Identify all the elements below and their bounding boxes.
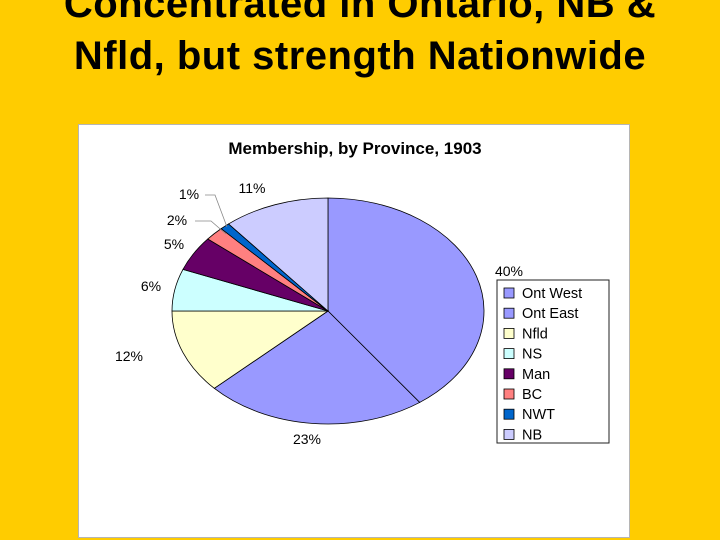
legend-label-nfld: Nfld bbox=[522, 326, 548, 342]
legend-label-nb: NB bbox=[522, 427, 542, 443]
legend: Ont West Ont East Nfld NS Man BC NWT NB bbox=[496, 279, 610, 444]
chart-title: Membership, by Province, 1903 bbox=[228, 139, 481, 158]
legend-swatch-ont-east bbox=[503, 307, 515, 319]
legend-swatch-nb bbox=[503, 428, 515, 440]
chart-frame: Membership, by Province, 1903 40% 23% 12% 6… bbox=[78, 124, 630, 538]
legend-label-ns: NS bbox=[522, 347, 542, 363]
pie-slices bbox=[171, 197, 485, 425]
pie-data-labels: 40% 23% 12% 6% 5% 2% 1% 11% bbox=[115, 180, 523, 447]
slide-title: Concentrated in Ontario, NB & Nfld, but … bbox=[0, 0, 720, 82]
data-label-bc: 2% bbox=[167, 212, 187, 228]
legend-box bbox=[496, 279, 610, 444]
legend-label-ont-east: Ont East bbox=[522, 306, 578, 322]
pie-chart: Membership, by Province, 1903 40% 23% 12% 6… bbox=[115, 139, 610, 447]
legend-label-bc: BC bbox=[522, 387, 542, 403]
slide-title-line-2: Nfld, but strength Nationwide bbox=[73, 34, 647, 78]
data-label-nb: 11% bbox=[239, 180, 266, 196]
data-label-ont-east: 23% bbox=[293, 431, 321, 447]
slide-title-line-1: Concentrated in Ontario, NB & bbox=[63, 0, 657, 26]
legend-swatch-nwt bbox=[503, 408, 515, 420]
leader-lines bbox=[195, 194, 228, 235]
legend-label-man: Man bbox=[522, 367, 550, 383]
pie-slice-nb bbox=[227, 197, 329, 312]
legend-swatch-nfld bbox=[503, 327, 515, 339]
data-label-nwt: 1% bbox=[179, 186, 199, 202]
data-label-nfld: 12% bbox=[115, 348, 143, 364]
legend-swatch-bc bbox=[503, 388, 515, 400]
pie-slice-ont-west bbox=[327, 197, 485, 403]
data-label-ont-west: 40% bbox=[495, 263, 523, 279]
legend-label-ont-west: Ont West bbox=[522, 286, 582, 302]
legend-swatch-man bbox=[503, 368, 515, 380]
data-label-man: 5% bbox=[164, 236, 184, 252]
pie-slice-nfld bbox=[171, 310, 330, 389]
leader-line-bc bbox=[195, 220, 227, 235]
data-label-ns: 6% bbox=[141, 278, 161, 294]
legend-label-nwt: NWT bbox=[522, 407, 555, 423]
legend-swatch-ont-west bbox=[503, 287, 515, 299]
leader-line-nwt bbox=[205, 194, 228, 228]
pie-slice-ont-east bbox=[213, 310, 421, 425]
legend-swatch-ns bbox=[503, 348, 515, 360]
